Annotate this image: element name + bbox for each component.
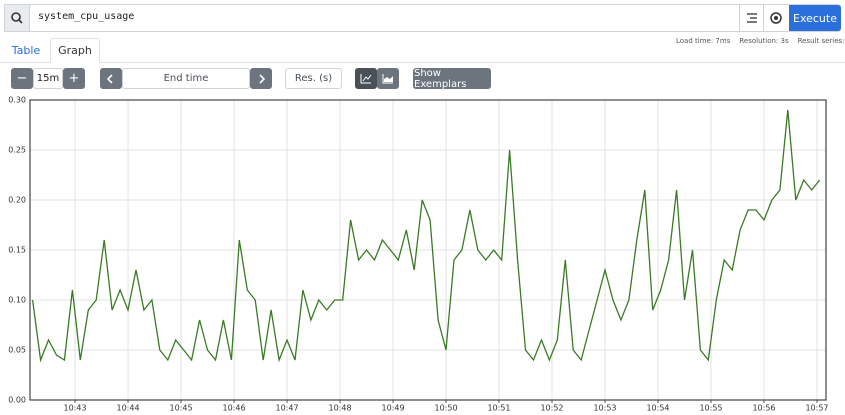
format-button[interactable] <box>739 5 763 31</box>
plus-button[interactable]: + <box>63 68 85 89</box>
stat: Result series: 1 <box>797 37 845 45</box>
x-tick-label: 10:44 <box>117 404 140 413</box>
icon <box>770 12 782 24</box>
exemplars-button[interactable]: Show Exemplars <box>413 68 491 90</box>
icon <box>106 73 113 84</box>
y-tick-label: 0.05 <box>8 346 26 355</box>
minus-button[interactable]: − <box>11 68 33 89</box>
back-button[interactable] <box>100 68 122 89</box>
x-tick-label: 10:55 <box>699 404 722 413</box>
x-tick-label: 10:56 <box>752 404 775 413</box>
x-tick-label: 10:51 <box>487 404 510 413</box>
tab[interactable]: Table <box>11 43 41 57</box>
icon <box>382 73 393 83</box>
stat: Resolution: 3s <box>739 37 789 45</box>
end-time-input[interactable]: End time <box>122 68 250 89</box>
x-tick-label: 10:43 <box>64 404 87 413</box>
x-tick-label: 10:53 <box>593 404 616 413</box>
icon <box>747 13 757 23</box>
x-tick-label: 10:54 <box>646 404 669 413</box>
line-mode-button[interactable] <box>355 68 377 89</box>
forward-button[interactable] <box>250 68 272 89</box>
icon <box>259 73 266 84</box>
icon <box>360 73 372 83</box>
stats: Load time: 7ms Resolution: 3s Result serie… <box>676 37 845 45</box>
series-line <box>31 109 821 363</box>
explorer-button[interactable] <box>763 5 788 31</box>
icon <box>11 12 23 24</box>
x-tick-label: 10:49 <box>381 404 404 413</box>
y-tick-label: 0.20 <box>8 196 26 205</box>
stat: Load time: 7ms <box>676 37 731 45</box>
stacked-mode-button[interactable] <box>377 68 399 89</box>
x-tick-label: 10:57 <box>805 404 828 413</box>
tab-divider <box>0 62 845 63</box>
query-input[interactable]: system_cpu_usage <box>38 11 135 22</box>
y-tick-label: 0.00 <box>8 396 26 405</box>
range-input[interactable]: 15m <box>33 68 63 89</box>
resolution-input[interactable]: Res. (s) <box>285 68 342 89</box>
execute-button[interactable]: Execute <box>789 5 841 31</box>
x-tick-label: 10:52 <box>540 404 563 413</box>
x-tick-label: 10:47 <box>275 404 298 413</box>
y-tick-label: 0.15 <box>8 246 26 255</box>
tab-active[interactable]: Graph <box>50 38 100 63</box>
y-tick-label: 0.10 <box>8 296 26 305</box>
y-tick-label: 0.25 <box>8 146 26 155</box>
x-tick-label: 10:45 <box>170 404 193 413</box>
plot-frame <box>29 99 827 401</box>
x-tick-label: 10:50 <box>434 404 457 413</box>
x-tick-label: 10:48 <box>328 404 351 413</box>
search-icon <box>4 4 30 32</box>
y-tick-label: 0.30 <box>8 96 26 105</box>
x-tick-label: 10:46 <box>223 404 246 413</box>
